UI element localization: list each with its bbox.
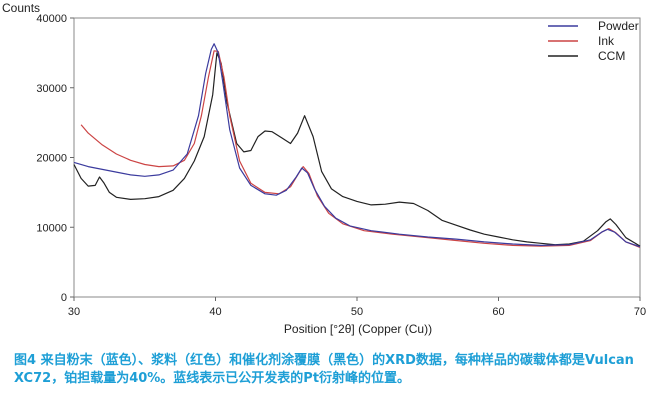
legend-label-ccm: CCM xyxy=(598,49,625,63)
x-tick-label: 40 xyxy=(209,306,221,318)
y-tick-label: 40000 xyxy=(36,13,67,25)
series-line-ccm xyxy=(73,52,641,247)
x-tick-label: 60 xyxy=(492,306,504,318)
series-line-powder xyxy=(73,43,641,248)
y-tick-label: 20000 xyxy=(36,153,67,165)
plot-area xyxy=(73,17,641,298)
series-lines xyxy=(73,43,641,249)
y-tick-label: 10000 xyxy=(36,222,67,234)
x-tick-label: 30 xyxy=(68,306,80,318)
y-tick-label: 0 xyxy=(61,292,67,304)
x-tick-label: 70 xyxy=(634,306,646,318)
x-tick-label: 50 xyxy=(351,306,363,318)
legend-label-ink: Ink xyxy=(598,34,615,48)
series-line-ink xyxy=(80,50,641,249)
xrd-chart: Counts 30 40 50 60 70 0 10000 20000 30000 40000 P… xyxy=(2,1,646,336)
y-axis-title: Counts xyxy=(2,1,40,15)
y-tick-label: 30000 xyxy=(36,83,67,95)
plot-border xyxy=(73,17,641,298)
legend-label-powder: Powder xyxy=(598,19,639,33)
figure-caption: 图4 来自粉末（蓝色）、浆料（红色）和催化剂涂覆膜（黑色）的XRD数据，每种样品… xyxy=(14,353,634,386)
axis-ticks: 30 40 50 60 70 0 10000 20000 30000 40000 xyxy=(36,13,646,318)
x-axis-title: Position [°2θ] (Copper (Cu)) xyxy=(284,322,432,336)
